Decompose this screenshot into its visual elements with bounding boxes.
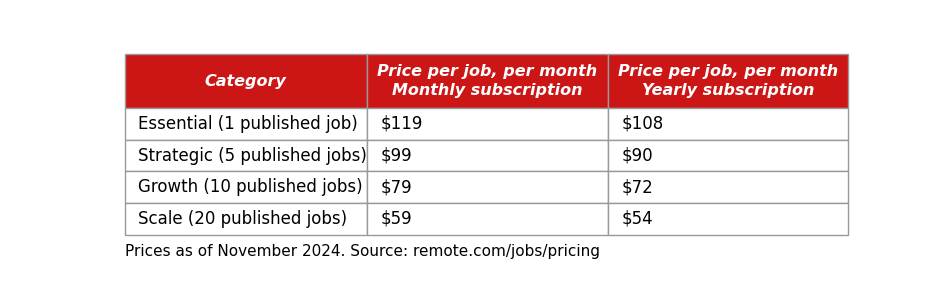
Text: $79: $79 bbox=[381, 178, 412, 196]
Text: Essential (1 published job): Essential (1 published job) bbox=[138, 115, 358, 133]
Text: $72: $72 bbox=[622, 178, 653, 196]
Text: $108: $108 bbox=[622, 115, 663, 133]
Bar bbox=[608, 54, 848, 108]
Bar bbox=[124, 108, 367, 140]
Bar bbox=[608, 140, 848, 171]
Text: Prices as of November 2024. Source: remote.com/jobs/pricing: Prices as of November 2024. Source: remo… bbox=[124, 244, 600, 259]
Bar bbox=[124, 54, 367, 108]
Bar bbox=[124, 171, 367, 203]
Text: Strategic (5 published jobs): Strategic (5 published jobs) bbox=[138, 146, 366, 165]
Text: $90: $90 bbox=[622, 146, 653, 165]
Text: Price per job, per month
Monthly subscription: Price per job, per month Monthly subscri… bbox=[378, 64, 598, 98]
Bar bbox=[124, 140, 367, 171]
Text: $54: $54 bbox=[622, 210, 653, 228]
Text: $99: $99 bbox=[381, 146, 412, 165]
Text: Category: Category bbox=[205, 74, 287, 89]
Text: $59: $59 bbox=[381, 210, 412, 228]
Text: $119: $119 bbox=[381, 115, 422, 133]
Text: Scale (20 published jobs): Scale (20 published jobs) bbox=[138, 210, 347, 228]
Bar bbox=[608, 171, 848, 203]
Text: Price per job, per month
Yearly subscription: Price per job, per month Yearly subscrip… bbox=[618, 64, 838, 98]
Text: Growth (10 published jobs): Growth (10 published jobs) bbox=[138, 178, 363, 196]
Bar bbox=[367, 54, 608, 108]
Bar bbox=[367, 108, 608, 140]
Bar bbox=[367, 140, 608, 171]
Bar bbox=[608, 203, 848, 235]
Bar bbox=[608, 108, 848, 140]
Bar bbox=[124, 203, 367, 235]
Bar bbox=[367, 203, 608, 235]
Bar bbox=[367, 171, 608, 203]
